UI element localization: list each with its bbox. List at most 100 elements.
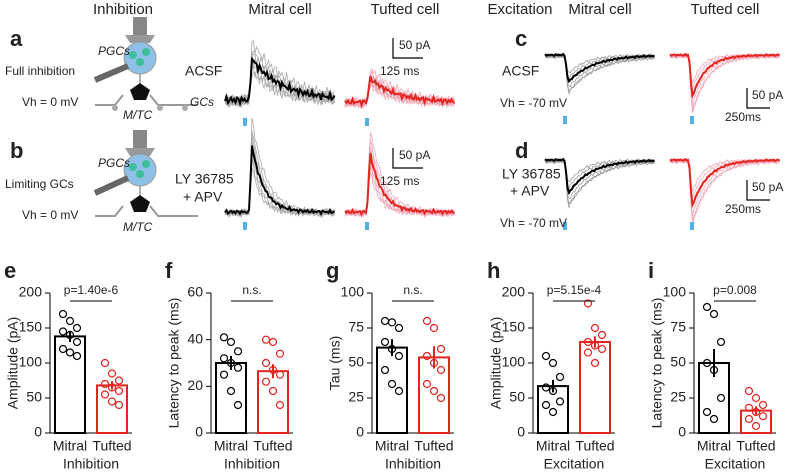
data-point: [590, 358, 600, 368]
data-point: [541, 351, 551, 361]
y-tick-label: 25: [670, 389, 686, 405]
data-point: [72, 337, 82, 347]
stimulus: [563, 222, 567, 230]
data-point: [702, 407, 712, 417]
label: ACSF: [185, 63, 222, 79]
y-tick-label: 100: [19, 354, 43, 370]
y-tick-label: 50: [509, 389, 525, 405]
data-point: [758, 412, 768, 421]
y-tick-label: 200: [502, 284, 526, 300]
data-point: [394, 386, 404, 396]
label: M/TC: [123, 220, 153, 234]
data-point: [597, 344, 607, 354]
data-point: [226, 337, 236, 347]
traces: [224, 39, 781, 230]
data-point: [114, 400, 124, 410]
y-tick-label: 0: [195, 424, 203, 440]
y-tick-label: 100: [663, 284, 687, 300]
panel-letter: g: [326, 258, 339, 283]
y-tick-label: 40: [187, 330, 203, 346]
data-point: [702, 302, 712, 312]
label: PGCs: [98, 156, 130, 170]
trace: [344, 75, 456, 109]
data-point: [261, 335, 271, 344]
stimulus: [243, 222, 247, 230]
stimulus: [365, 118, 369, 126]
panel-letter: f: [165, 258, 173, 283]
y-tick-label: 20: [187, 377, 203, 393]
data-point: [751, 393, 761, 403]
panel-letter: h: [487, 258, 500, 283]
scale-label: 250ms: [725, 110, 761, 124]
x-tick-label: Mitral: [375, 438, 409, 454]
y-tick-label: 0: [517, 424, 525, 440]
scale-label: 50 pA: [399, 148, 430, 162]
data-point: [275, 400, 285, 410]
panel-letter: a: [10, 26, 23, 51]
label: Limiting GCs: [5, 177, 74, 191]
data-point: [226, 386, 236, 396]
y-tick-label: 150: [502, 319, 526, 335]
bar: [537, 385, 569, 435]
scale-label: 125 ms: [380, 64, 419, 78]
label: + APV: [510, 183, 550, 199]
x-tick-label: Tufted: [736, 438, 775, 454]
y-axis-label: Tau (ms): [327, 336, 343, 390]
y-tick-label: 200: [19, 284, 43, 300]
scale-bar: [392, 38, 770, 201]
data-point: [65, 348, 75, 357]
trace: [224, 50, 335, 108]
y-tick-label: 25: [348, 389, 364, 405]
data-point: [583, 299, 593, 308]
data-point: [541, 400, 551, 410]
trace: [669, 157, 781, 208]
y-tick-label: 50: [26, 389, 42, 405]
data-point: [261, 358, 271, 368]
data-point: [233, 347, 243, 356]
panel-letter: d: [515, 138, 528, 163]
data-point: [100, 390, 110, 399]
panel-letter: i: [648, 258, 654, 283]
label: LY 36785: [175, 171, 234, 187]
data-point: [114, 376, 124, 385]
data-point: [100, 379, 110, 389]
data-point: [436, 344, 446, 354]
data-point: [72, 351, 82, 361]
bar: [579, 341, 611, 434]
y-tick-label: 50: [670, 354, 686, 370]
data-point: [107, 369, 117, 378]
data-point: [380, 316, 390, 326]
data-point: [107, 397, 117, 406]
header: Tufted cell: [691, 1, 760, 18]
header: Mitral cell: [568, 1, 631, 18]
data-point: [758, 400, 768, 410]
x-tick-label: Mitral: [697, 438, 731, 454]
data-point: [233, 363, 243, 372]
x-tick-label: Mitral: [53, 438, 87, 454]
trace: [224, 56, 336, 107]
label: GCs: [190, 95, 214, 109]
data-point: [716, 393, 726, 403]
stimulus: [365, 222, 369, 230]
data-point: [702, 358, 712, 368]
data-point: [58, 327, 68, 336]
y-axis-label: Latency to peak (ms): [166, 298, 182, 429]
data-point: [751, 407, 761, 417]
label: LY 36785: [502, 166, 561, 182]
data-point: [716, 337, 726, 347]
data-point: [219, 370, 229, 379]
y-tick-label: 0: [356, 424, 364, 440]
label: Vh = 0 mV: [22, 95, 78, 109]
label: Vh = 0 mV: [22, 208, 78, 222]
panel-letter: b: [10, 138, 23, 163]
trace: [224, 39, 335, 106]
stimulus: [690, 116, 694, 124]
label: M/TC: [123, 108, 153, 122]
stimulus: [243, 118, 247, 126]
data-point: [597, 330, 607, 340]
header: Inhibition: [93, 1, 153, 18]
panel-letter: e: [4, 258, 16, 283]
data-point: [58, 309, 68, 319]
y-axis-label: Amplitude (pA): [5, 317, 21, 410]
data-point: [72, 323, 82, 333]
